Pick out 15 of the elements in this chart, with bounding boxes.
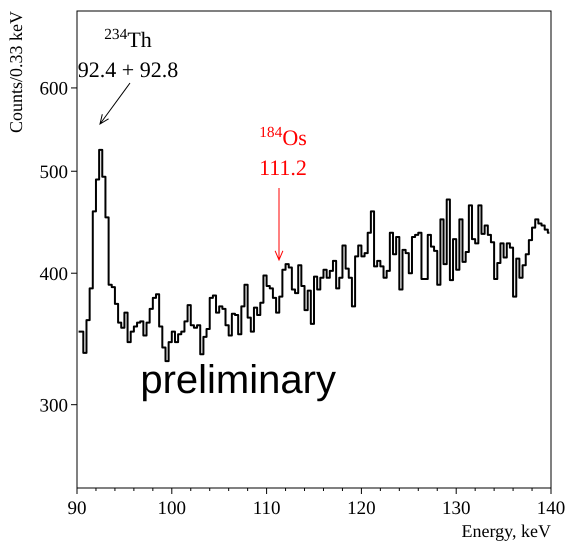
x-tick-label: 120 bbox=[347, 498, 376, 519]
y-tick-label: 400 bbox=[40, 264, 68, 285]
y-tick-label: 600 bbox=[40, 78, 68, 100]
x-tick-label: 100 bbox=[158, 498, 186, 519]
x-tick-label: 90 bbox=[68, 498, 86, 519]
y-axis-title: Counts/0.33 keV bbox=[6, 11, 26, 134]
y-tick-label: 500 bbox=[40, 162, 68, 183]
x-tick-label: 110 bbox=[252, 498, 280, 519]
y-tick-label: 300 bbox=[40, 395, 68, 416]
x-axis-title: Energy, keV bbox=[462, 521, 551, 541]
x-tick-label: 130 bbox=[442, 498, 470, 519]
x-tick-label: 140 bbox=[536, 498, 566, 519]
annotation: preliminary bbox=[140, 358, 336, 402]
annotation: $^{234}$Th 92.4 + 92.8 bbox=[78, 26, 178, 82]
annotation: $^{184}$Os 111.2 bbox=[259, 124, 307, 180]
